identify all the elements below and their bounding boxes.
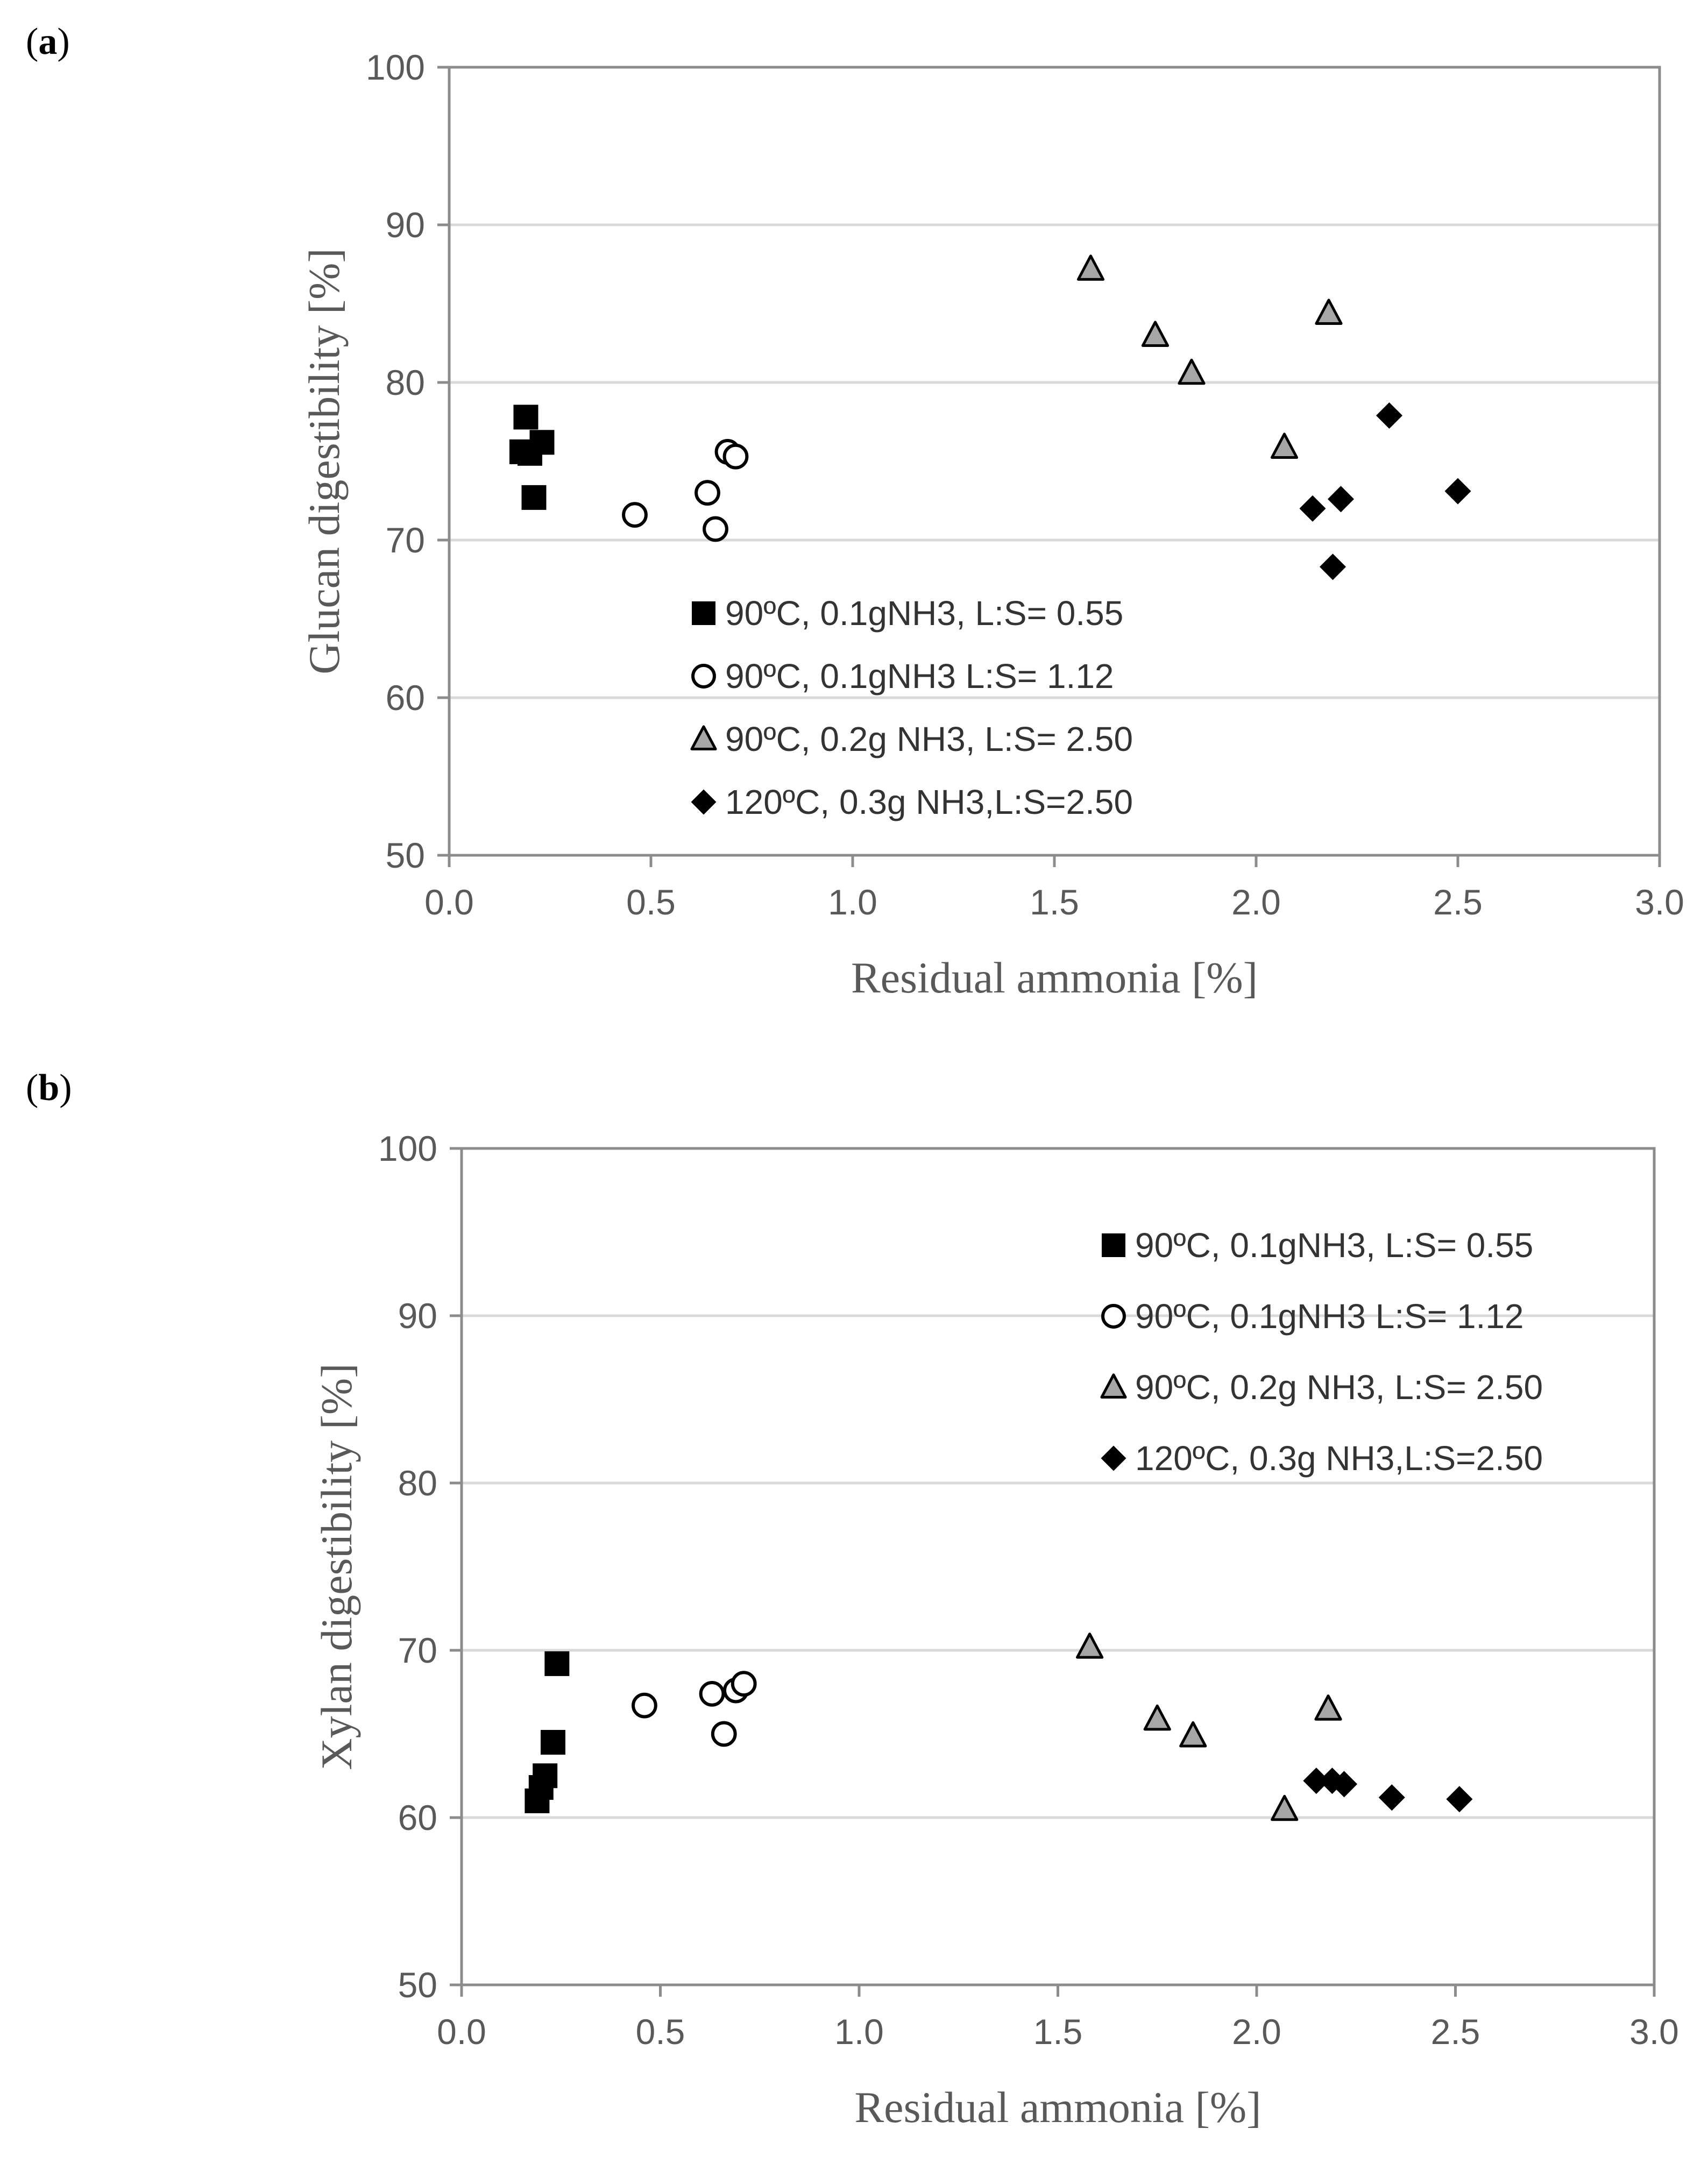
chart-a-point-circle bbox=[722, 443, 749, 470]
chart-b-plot-area bbox=[460, 1147, 1656, 1986]
chart-a-y-ticks: 50 60 70 80 90 100 bbox=[366, 47, 449, 875]
chart-b-point-diamond bbox=[1446, 1786, 1473, 1813]
chart-a-point-diamond bbox=[1376, 402, 1403, 429]
chart-a-x-tick-label: 3.0 bbox=[1635, 882, 1684, 922]
chart-b-x-axis-title: Residual ammonia [%] bbox=[854, 2083, 1261, 2132]
chart-b-point-square bbox=[544, 1651, 570, 1676]
chart-a-y-axis-title: Glucan digestibility [%] bbox=[300, 248, 349, 675]
chart-a-point-diamond bbox=[1319, 554, 1346, 580]
chart-a-x-ticks: 0.0 0.5 1.0 1.5 2.0 2.5 3.0 bbox=[424, 855, 1684, 922]
chart-a-legend-label: 120ºC, 0.3g NH3,L:S=2.50 bbox=[725, 783, 1133, 821]
chart-b-x-tick-label: 3.0 bbox=[1629, 2012, 1679, 2052]
chart-a-x-tick-label: 0.0 bbox=[424, 882, 474, 922]
chart-b-x-tick-label: 2.5 bbox=[1431, 2012, 1480, 2052]
chart-a-point-triangle bbox=[1141, 321, 1170, 347]
chart-a-point-square bbox=[529, 430, 555, 455]
chart-a-y-tick-label: 70 bbox=[386, 520, 425, 560]
chart-b-point-triangle bbox=[1271, 1794, 1299, 1821]
chart-a-data-points bbox=[509, 254, 1471, 580]
chart-a-point-diamond bbox=[1327, 486, 1355, 513]
chart-a-x-tick-label: 1.0 bbox=[828, 882, 877, 922]
chart-a-point-square bbox=[521, 485, 547, 510]
chart-a-point-circle bbox=[703, 516, 728, 542]
chart-a-y-tick-label: 90 bbox=[386, 205, 425, 245]
chart-b-x-ticks: 0.0 0.5 1.0 1.5 2.0 2.5 3.0 bbox=[437, 1985, 1679, 2052]
chart-a-legend-triangle-icon bbox=[690, 725, 717, 750]
chart-a-y-tick-label: 50 bbox=[386, 835, 425, 875]
chart-a-legend-label: 90ºC, 0.1gNH3, L:S= 0.55 bbox=[725, 594, 1123, 633]
chart-b-point-diamond bbox=[1378, 1784, 1405, 1811]
chart-b-point-triangle bbox=[1179, 1721, 1207, 1748]
chart-b-point-triangle bbox=[1314, 1694, 1342, 1721]
chart-a-point-circle bbox=[694, 480, 720, 506]
chart-b-point-circle bbox=[731, 1671, 757, 1697]
chart-a-y-tick-label: 60 bbox=[386, 678, 425, 718]
chart-b-point-circle bbox=[632, 1692, 657, 1719]
chart-b-legend: 90ºC, 0.1gNH3, L:S= 0.55 90ºC, 0.1gNH3 L:… bbox=[1100, 1226, 1543, 1478]
chart-b-legend-triangle-icon bbox=[1100, 1373, 1127, 1399]
chart-a-legend-diamond-icon bbox=[691, 789, 717, 815]
chart-a-y-tick-label: 80 bbox=[386, 363, 425, 402]
chart-b-point-square bbox=[528, 1775, 554, 1800]
chart-b-x-tick-label: 1.0 bbox=[834, 2012, 884, 2052]
chart-b-point-triangle bbox=[1143, 1704, 1171, 1731]
chart-b-y-tick-label: 70 bbox=[398, 1630, 437, 1670]
chart-a-x-tick-label: 2.5 bbox=[1433, 882, 1483, 922]
chart-a-legend-square-icon bbox=[692, 601, 715, 625]
chart-b-legend-diamond-icon bbox=[1101, 1445, 1126, 1471]
chart-a-point-circle bbox=[622, 502, 648, 528]
chart-b-point-circle bbox=[699, 1680, 725, 1707]
chart-b-point-triangle bbox=[1076, 1633, 1104, 1659]
chart-b-point-circle bbox=[711, 1721, 737, 1747]
chart-b-data-points bbox=[525, 1633, 1473, 1821]
chart-a-glucan: 0.0 0.5 1.0 1.5 2.0 2.5 3.0 50 60 70 80 90 100 90ºC… bbox=[300, 47, 1684, 1002]
chart-b-y-axis-title: Xylan digestibility [%] bbox=[312, 1363, 361, 1770]
chart-b-legend-label: 90ºC, 0.1gNH3 L:S= 1.12 bbox=[1135, 1297, 1524, 1336]
chart-b-legend-label: 90ºC, 0.2g NH3, L:S= 2.50 bbox=[1135, 1368, 1543, 1407]
chart-a-y-tick-label: 100 bbox=[366, 47, 425, 87]
chart-a-point-triangle bbox=[1076, 254, 1105, 281]
chart-b-legend-circle-icon bbox=[1101, 1304, 1126, 1329]
chart-b-y-tick-label: 80 bbox=[398, 1463, 437, 1503]
chart-b-y-tick-label: 60 bbox=[398, 1798, 437, 1837]
chart-a-point-triangle bbox=[1270, 432, 1299, 459]
chart-b-x-tick-label: 2.0 bbox=[1232, 2012, 1281, 2052]
chart-b-y-tick-label: 100 bbox=[378, 1129, 437, 1168]
chart-b-legend-label: 120ºC, 0.3g NH3,L:S=2.50 bbox=[1135, 1439, 1543, 1478]
chart-a-point-triangle bbox=[1315, 299, 1343, 325]
chart-b-y-tick-label: 50 bbox=[398, 1965, 437, 2005]
chart-b-x-tick-label: 1.5 bbox=[1033, 2012, 1083, 2052]
chart-a-legend-label: 90ºC, 0.1gNH3 L:S= 1.12 bbox=[725, 657, 1114, 696]
chart-a-legend: 90ºC, 0.1gNH3, L:S= 0.55 90ºC, 0.1gNH3 L:… bbox=[690, 594, 1133, 821]
chart-a-point-diamond bbox=[1299, 495, 1326, 522]
chart-b-xylan: 0.0 0.5 1.0 1.5 2.0 2.5 3.0 50 60 70 80 90 100 90ºC… bbox=[312, 1129, 1679, 2132]
chart-b-point-square bbox=[540, 1730, 565, 1755]
chart-a-point-square bbox=[513, 405, 538, 430]
chart-b-gridlines bbox=[462, 1314, 1654, 1819]
panel-a-label: (a) bbox=[26, 21, 70, 62]
chart-a-x-tick-label: 0.5 bbox=[626, 882, 676, 922]
panel-b-label: (b) bbox=[26, 1067, 72, 1109]
chart-a-point-triangle bbox=[1178, 358, 1206, 385]
chart-a-legend-circle-icon bbox=[691, 664, 716, 689]
chart-b-y-tick-label: 90 bbox=[398, 1296, 437, 1336]
chart-a-gridlines bbox=[449, 223, 1660, 699]
chart-b-legend-label: 90ºC, 0.1gNH3, L:S= 0.55 bbox=[1135, 1226, 1533, 1265]
chart-a-x-tick-label: 1.5 bbox=[1030, 882, 1079, 922]
panel-b-letter: b bbox=[38, 1067, 59, 1109]
chart-a-legend-label: 90ºC, 0.2g NH3, L:S= 2.50 bbox=[725, 720, 1133, 758]
chart-b-x-tick-label: 0.5 bbox=[636, 2012, 685, 2052]
chart-b-y-ticks: 50 60 70 80 90 100 bbox=[378, 1129, 462, 2005]
chart-b-point-diamond bbox=[1331, 1771, 1358, 1798]
chart-a-x-tick-label: 2.0 bbox=[1231, 882, 1281, 922]
chart-a-point-diamond bbox=[1444, 478, 1471, 505]
chart-b-x-tick-label: 0.0 bbox=[437, 2012, 486, 2052]
chart-b-legend-square-icon bbox=[1102, 1233, 1125, 1257]
panel-a-letter: a bbox=[38, 21, 57, 62]
chart-a-x-axis-title: Residual ammonia [%] bbox=[851, 953, 1258, 1002]
